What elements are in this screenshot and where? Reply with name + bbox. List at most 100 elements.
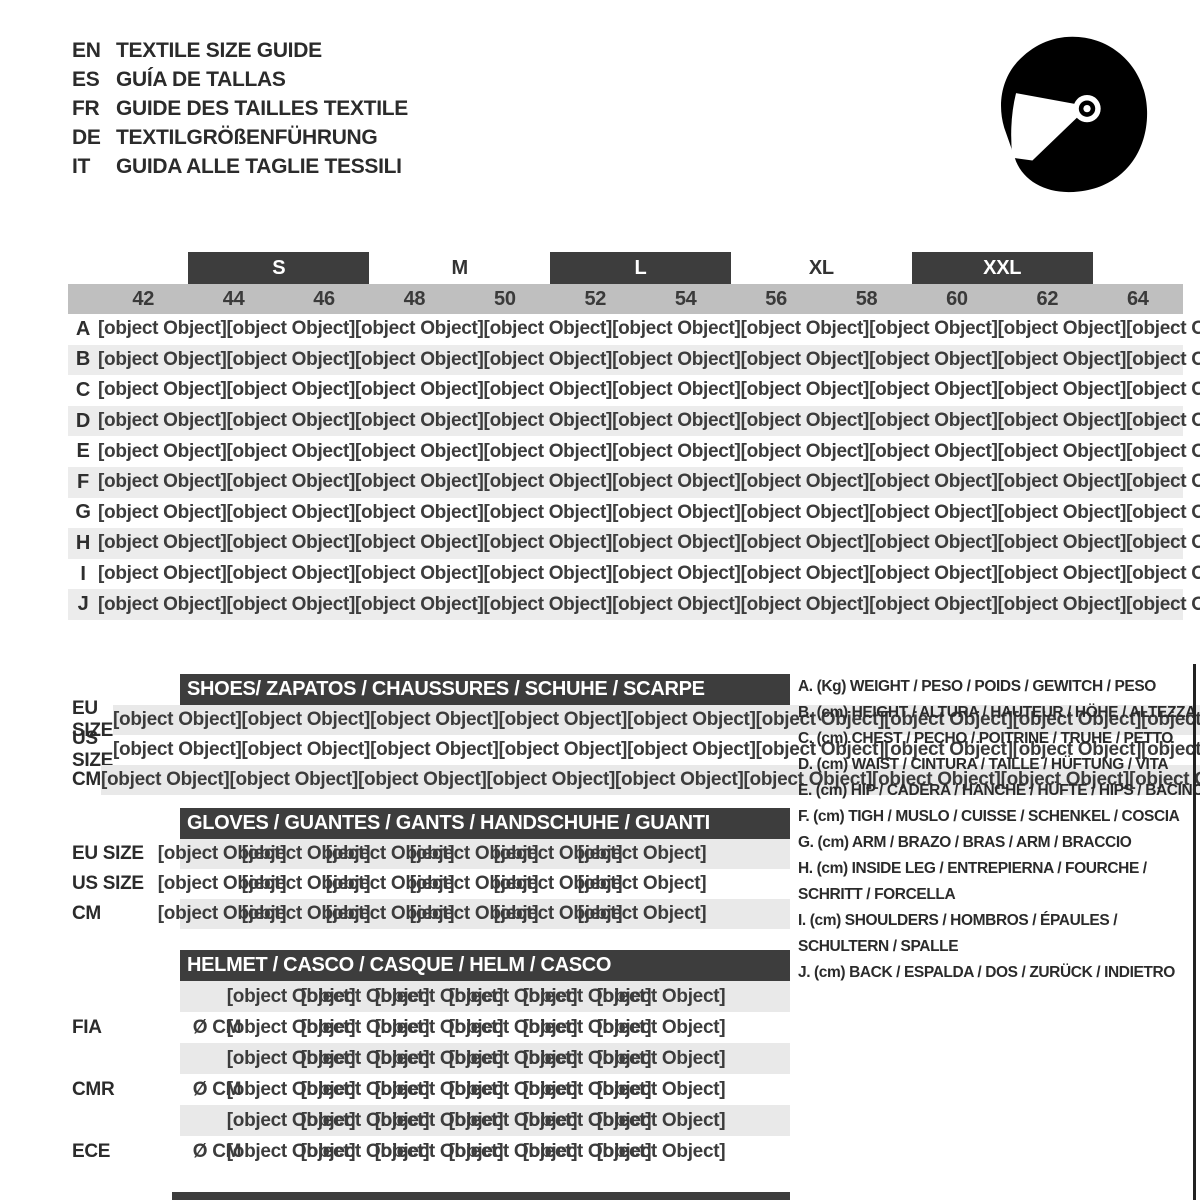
size-value-cell: [object Object] [226, 501, 356, 523]
size-value-cell: [object Object] [98, 318, 227, 340]
row-letter: F [77, 470, 89, 493]
size-value-cell: [object Object] [300, 1016, 430, 1038]
size-value-cell: [object Object] [612, 318, 741, 340]
size-number-cell: 54 [674, 287, 697, 310]
size-value-cell: [object Object] [241, 903, 371, 924]
cropped-next-section-bar [172, 1192, 790, 1200]
size-value-cell: [object Object] [409, 843, 539, 864]
size-group-cell: L [550, 252, 731, 284]
size-value-cell: [object Object] [374, 1047, 504, 1069]
size-value-cell: [object Object] [1126, 410, 1200, 432]
size-value-cell: [object Object] [997, 318, 1127, 340]
language-code: DE [72, 126, 101, 149]
size-value-cell: [object Object] [522, 1140, 652, 1162]
size-value-cell: [object Object] [226, 440, 356, 462]
size-value-cell: [object Object] [740, 348, 870, 370]
size-value-cell: [object Object] [493, 843, 623, 864]
size-value-cell: [object Object] [226, 348, 356, 370]
row-label [68, 981, 180, 1012]
size-group-label: XL [808, 256, 834, 279]
size-value-cell: [object Object] [370, 709, 499, 730]
size-value-cell: [object Object] [226, 985, 356, 1007]
row-label: CM [72, 903, 101, 924]
language-title: GUÍA DE TALLAS [116, 68, 286, 91]
size-value-cell: [object Object] [869, 471, 998, 493]
size-value-cell: [object Object] [1126, 563, 1200, 585]
size-value-cell: [object Object] [226, 471, 356, 493]
size-value-cell: [object Object] [374, 1016, 504, 1038]
row-letter: A [75, 317, 91, 340]
diameter-unit-label: Ø CM [192, 1140, 242, 1162]
row-letter: H [75, 531, 91, 554]
size-value-cell: [object Object] [226, 1109, 356, 1131]
size-value-cell: [object Object] [325, 873, 455, 894]
size-value-cell: [object Object] [325, 843, 455, 864]
row-values: [object Object] [object Object] [object … [100, 765, 1200, 795]
size-value-cell: [object Object] [226, 532, 356, 554]
row-values: Ø CM [object Object] [object Object] [ob… [180, 1074, 790, 1105]
size-value-cell: [object Object] [98, 501, 227, 523]
size-value-cell: [object Object] [869, 593, 998, 615]
size-value-cell: [object Object] [627, 709, 756, 730]
row-label: FIA [72, 1016, 102, 1038]
size-value-cell: [object Object] [483, 593, 613, 615]
size-value-cell: [object Object] [483, 532, 613, 554]
row-label: ECE [72, 1140, 111, 1162]
size-value-cell: [object Object] [997, 440, 1127, 462]
size-number-cell: 48 [403, 287, 426, 310]
size-value-cell: [object Object] [448, 985, 578, 1007]
size-value-cell: [object Object] [740, 501, 870, 523]
size-value-cell: [object Object] [755, 709, 885, 730]
size-value-cell: [object Object] [226, 563, 356, 585]
size-number-cell: 42 [132, 287, 155, 310]
size-value-cell: [object Object] [522, 1047, 652, 1069]
size-value-cell: [object Object] [483, 348, 613, 370]
size-value-cell: [object Object] [740, 440, 870, 462]
header-spacer [1093, 252, 1183, 284]
size-value-cell: [object Object] [98, 410, 227, 432]
size-value-cell: [object Object] [226, 1016, 356, 1038]
size-value-cell: [object Object] [241, 843, 371, 864]
size-number-cell: 52 [584, 287, 607, 310]
size-value-cell: [object Object] [740, 318, 870, 340]
size-value-cell: [object Object] [409, 903, 539, 924]
shoes-size-row: CM [object Object] [object Object] [obje… [68, 765, 1200, 795]
legend-item: A. (Kg) WEIGHT / PESO / POIDS / GEWITCH … [798, 678, 1156, 695]
racing-helmet-icon [1001, 36, 1148, 193]
gloves-size-row: CM [object Object] [object Object] [obje… [68, 899, 790, 929]
language-title: GUIDE DES TAILLES TEXTILE [116, 97, 408, 120]
size-value-cell: [object Object] [612, 563, 741, 585]
row-values: [object Object] [object Object] [object … [113, 705, 1200, 735]
size-value-cell: [object Object] [884, 739, 1013, 760]
size-value-cell: [object Object] [241, 709, 371, 730]
size-value-cell: [object Object] [355, 471, 484, 493]
size-value-cell: [object Object] [409, 873, 539, 894]
language-code: FR [72, 97, 100, 120]
size-value-cell: [object Object] [740, 593, 870, 615]
size-value-cell: [object Object] [596, 1016, 726, 1038]
language-title: TEXTILE SIZE GUIDE [116, 39, 322, 62]
size-value-cell: [object Object] [612, 471, 741, 493]
size-value-cell: [object Object] [157, 903, 287, 924]
size-group-cell: M [369, 252, 550, 284]
helmet-size-row: ECE Ø CM [object Object] [object Object]… [68, 1136, 790, 1167]
size-value-cell: [object Object] [522, 985, 652, 1007]
size-value-cell: [object Object] [98, 593, 227, 615]
helmet-section: HELMET / CASCO / CASQUE / HELM / CASCO [… [68, 950, 790, 1167]
helmet-size-row: FIA Ø CM [object Object] [object Object]… [68, 1012, 790, 1043]
size-value-cell: [object Object] [740, 379, 870, 401]
row-values: [object Object] [object Object] [object … [180, 1105, 790, 1136]
row-label [68, 1105, 180, 1136]
measurement-row: I [object Object] [object Object] [objec… [68, 559, 1200, 590]
shoes-size-row: EU SIZE [object Object] [object Object] … [68, 698, 1200, 741]
size-value-cell: [object Object] [1126, 440, 1200, 462]
size-value-cell: [object Object] [997, 379, 1127, 401]
row-values: [object Object] [object Object] [object … [180, 1043, 790, 1074]
measurement-rows: A [object Object] [object Object] [objec… [68, 314, 1200, 620]
language-list: EN TEXTILE SIZE GUIDE ES GUÍA DE TALLAS … [72, 36, 408, 181]
size-value-cell: [object Object] [448, 1140, 578, 1162]
size-value-cell: [object Object] [98, 532, 227, 554]
size-value-cell: [object Object] [355, 532, 484, 554]
size-number-cell: 60 [946, 287, 968, 310]
size-value-cell: [object Object] [226, 1140, 356, 1162]
